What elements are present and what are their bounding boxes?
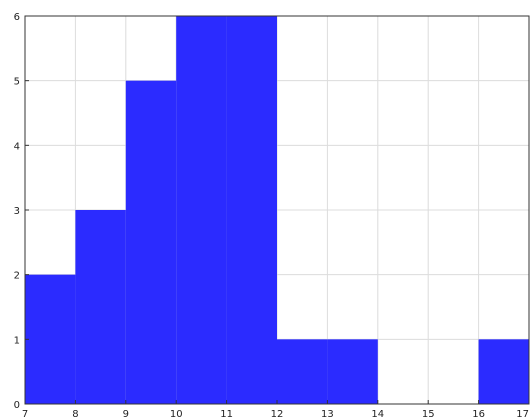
bars: [25, 16, 529, 405]
histogram-bar: [327, 339, 378, 404]
x-tick-label: 12: [271, 409, 284, 419]
x-tick-label: 11: [220, 409, 233, 419]
x-axis-ticks: 7 8 9 10 11 12 13 14 15 16 17: [22, 400, 530, 419]
histogram-bar: [478, 339, 529, 404]
y-tick-label: 2: [14, 271, 20, 282]
histogram-bar: [25, 274, 76, 404]
y-tick-label: 1: [14, 335, 20, 346]
x-tick-label: 14: [371, 409, 384, 419]
histogram-bar: [226, 16, 277, 404]
histogram-bar: [176, 16, 227, 404]
x-tick-label: 16: [472, 409, 485, 419]
x-tick-label: 7: [22, 409, 28, 419]
y-tick-label: 4: [14, 141, 20, 152]
x-tick-label: 10: [170, 409, 183, 419]
x-tick-label: 8: [72, 409, 78, 419]
x-tick-label: 9: [123, 409, 129, 419]
x-tick-label: 13: [321, 409, 334, 419]
histogram-bar: [75, 210, 126, 404]
y-tick-label: 6: [14, 12, 20, 23]
histogram-bar: [125, 80, 177, 405]
y-tick-label: 3: [14, 206, 20, 217]
histogram-bar: [277, 339, 328, 404]
y-tick-label: 0: [14, 400, 20, 411]
y-axis-ticks: 0 1 2 3 4 5 6: [14, 12, 29, 411]
y-tick-label: 5: [14, 77, 20, 88]
x-tick-label: 15: [422, 409, 435, 419]
x-tick-label: 17: [516, 409, 529, 419]
